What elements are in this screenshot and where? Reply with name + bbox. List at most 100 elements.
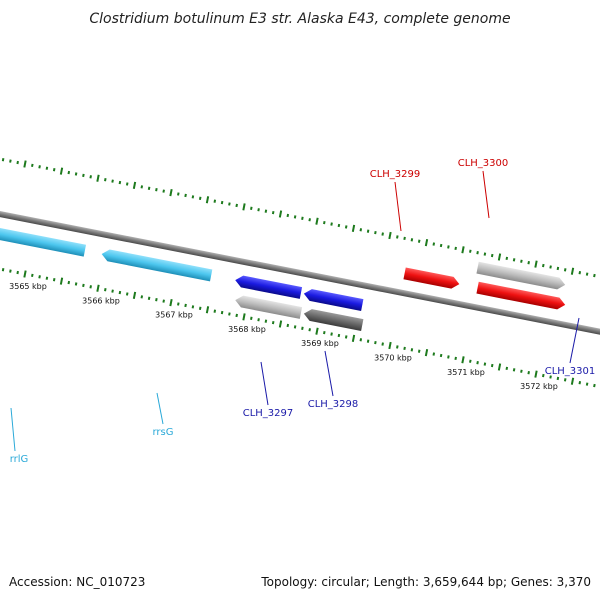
minor-tick xyxy=(403,236,406,241)
minor-tick xyxy=(228,312,231,316)
minor-tick xyxy=(585,272,589,276)
minor-tick xyxy=(323,220,326,225)
minor-tick xyxy=(454,246,457,251)
tick-label: 3570 kbp xyxy=(374,354,412,363)
minor-tick xyxy=(542,263,545,268)
minor-tick xyxy=(213,199,217,203)
backbone-line xyxy=(0,207,600,341)
minor-tick xyxy=(74,282,78,286)
minor-tick xyxy=(585,382,589,386)
minor-tick xyxy=(359,338,363,342)
gene-arrow-clh-3298[interactable] xyxy=(303,288,364,311)
minor-tick xyxy=(191,305,195,309)
minor-tick xyxy=(31,163,34,168)
minor-tick xyxy=(396,345,399,349)
tick-label: 3572 kbp xyxy=(520,382,558,391)
minor-tick xyxy=(563,378,567,382)
gene-label-clh-3301[interactable]: CLH_3301 xyxy=(545,366,596,377)
minor-tick xyxy=(140,185,144,189)
minor-tick xyxy=(111,289,114,293)
major-tick xyxy=(315,327,319,335)
minor-tick xyxy=(82,173,85,178)
minor-tick xyxy=(410,348,414,352)
leader-line xyxy=(394,181,402,232)
minor-tick xyxy=(432,352,436,356)
minor-tick xyxy=(271,210,275,215)
minor-tick xyxy=(330,332,333,336)
leader-line xyxy=(482,170,490,219)
minor-tick xyxy=(213,309,217,313)
minor-tick xyxy=(264,319,268,323)
gene-label-clh-3300[interactable]: CLH_3300 xyxy=(458,158,509,169)
gene-arrow-clh-3298-pseudo[interactable] xyxy=(303,308,364,331)
major-tick xyxy=(242,203,246,211)
minor-tick xyxy=(447,245,450,249)
minor-tick xyxy=(16,160,19,165)
major-tick xyxy=(23,270,27,278)
minor-tick xyxy=(527,261,530,265)
minor-tick xyxy=(439,353,443,358)
minor-tick xyxy=(549,265,552,269)
minor-tick xyxy=(125,292,129,296)
tick-label: 3567 kbp xyxy=(155,311,193,320)
minor-tick xyxy=(89,285,92,289)
major-tick xyxy=(424,349,429,357)
gene-label-clh-3299[interactable]: CLH_3299 xyxy=(370,169,421,180)
minor-tick xyxy=(344,335,348,339)
gene-arrow-clh-3297-pseudo[interactable] xyxy=(234,294,303,319)
minor-tick xyxy=(403,346,406,351)
minor-tick xyxy=(301,326,304,330)
major-tick xyxy=(278,320,283,328)
gene-label-clh-3297[interactable]: CLH_3297 xyxy=(243,408,294,419)
minor-tick xyxy=(454,356,457,361)
minor-tick xyxy=(410,238,414,242)
minor-tick xyxy=(250,316,253,320)
major-tick xyxy=(388,341,392,350)
minor-tick xyxy=(286,323,290,328)
gene-label-rrsg[interactable]: rrsG xyxy=(152,427,173,438)
major-tick xyxy=(388,231,392,240)
gene-label-clh-3298[interactable]: CLH_3298 xyxy=(308,399,359,410)
minor-tick xyxy=(250,206,253,210)
major-tick xyxy=(534,370,538,378)
gene-arrow-clh-3300-pseudo[interactable] xyxy=(476,261,566,291)
leader-line xyxy=(156,392,164,425)
minor-tick xyxy=(432,242,436,246)
minor-tick xyxy=(490,253,494,258)
minor-tick xyxy=(1,158,5,162)
minor-tick xyxy=(155,188,158,192)
major-tick xyxy=(132,181,137,190)
gene-arrow-clh-3299[interactable] xyxy=(403,267,460,290)
minor-tick xyxy=(38,275,41,279)
minor-tick xyxy=(104,178,107,182)
major-tick xyxy=(461,246,465,254)
gene-arrow-clh-3297[interactable] xyxy=(234,274,303,299)
major-tick xyxy=(169,298,173,307)
minor-tick xyxy=(469,359,472,363)
tick-label: 3571 kbp xyxy=(447,368,485,377)
gene-arrow-rrsg[interactable] xyxy=(100,248,213,282)
gene-arrow-clh-3300[interactable] xyxy=(476,281,566,311)
minor-tick xyxy=(593,273,596,278)
tick-label: 3566 kbp xyxy=(82,296,120,305)
minor-tick xyxy=(155,298,158,302)
minor-tick xyxy=(439,243,443,248)
minor-tick xyxy=(45,276,49,280)
gene-shape xyxy=(235,275,303,299)
minor-tick xyxy=(140,295,144,299)
gene-arrow-rrlg[interactable] xyxy=(0,216,87,257)
minor-tick xyxy=(184,193,187,198)
gene-shape xyxy=(476,281,566,310)
minor-tick xyxy=(396,235,399,239)
minor-tick xyxy=(374,230,377,235)
minor-tick xyxy=(527,371,530,375)
minor-tick xyxy=(512,368,516,372)
minor-tick xyxy=(366,339,370,343)
gene-label-rrlg[interactable]: rrlG xyxy=(10,454,29,465)
major-tick xyxy=(59,167,64,175)
map-layer: 3565 kbp 3566 kbp 3567 kbp 3568 kbp 3569 kbp… xyxy=(0,158,600,465)
major-tick xyxy=(242,313,246,321)
minor-tick xyxy=(147,296,151,300)
minor-tick xyxy=(293,215,297,219)
